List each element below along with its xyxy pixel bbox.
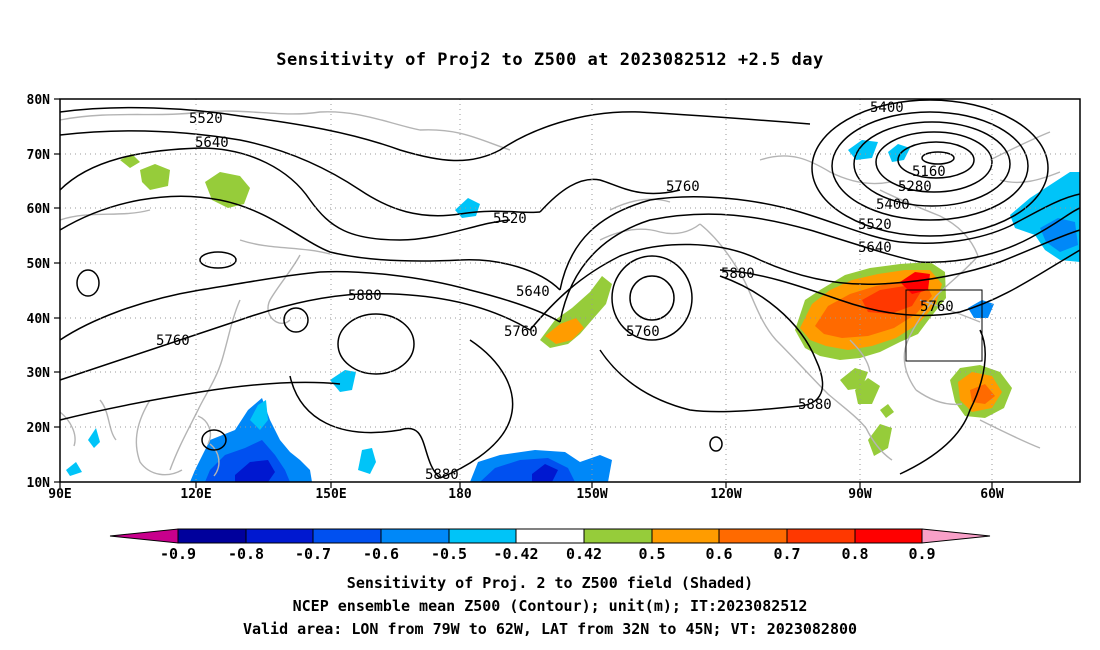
negative-patch bbox=[455, 198, 480, 218]
caption-line-2: NCEP ensemble mean Z500 (Contour); unit(… bbox=[292, 597, 808, 615]
colorbar-labels: -0.9 -0.8 -0.7 -0.6 -0.5 -0.42 0.42 0.5 … bbox=[160, 545, 936, 563]
contour-label: 5760 bbox=[156, 333, 190, 349]
caption-line-3: Valid area: LON from 79W to 62W, LAT fro… bbox=[242, 620, 858, 638]
positive-patch bbox=[205, 172, 250, 208]
contour-label: 5880 bbox=[798, 397, 832, 413]
lat-label: 80N bbox=[27, 93, 51, 108]
contour-label: 5400 bbox=[876, 197, 910, 213]
colorbar-bin bbox=[312, 528, 382, 544]
colorbar-bin bbox=[245, 528, 314, 544]
colorbar-label: -0.8 bbox=[228, 545, 264, 563]
lat-label: 70N bbox=[27, 148, 51, 163]
colorbar-bin bbox=[515, 528, 585, 544]
colorbar-under-triangle bbox=[109, 528, 179, 544]
contour-label: 5640 bbox=[195, 135, 229, 151]
colorbar-bin bbox=[854, 528, 923, 544]
contour-label: 5760 bbox=[666, 179, 700, 195]
negative-patch bbox=[888, 144, 910, 162]
colorbar-label: -0.42 bbox=[493, 545, 538, 563]
negative-patch bbox=[358, 448, 376, 474]
negative-patch bbox=[848, 140, 878, 160]
colorbar-bin bbox=[380, 528, 450, 544]
sensitivity-shading bbox=[66, 140, 1080, 482]
lat-label: 10N bbox=[27, 476, 51, 491]
colorbar-label: 0.8 bbox=[841, 545, 868, 563]
colorbar-bin bbox=[448, 528, 517, 544]
negative-patch bbox=[88, 428, 100, 448]
colorbar-bin bbox=[718, 528, 788, 544]
colorbar-label: 0.42 bbox=[566, 545, 602, 563]
coastlines bbox=[59, 110, 1061, 477]
lon-label: 90W bbox=[848, 487, 872, 502]
lon-label: 60W bbox=[980, 487, 1004, 502]
positive-patch bbox=[855, 378, 880, 404]
contour-label: 5520 bbox=[189, 111, 223, 127]
contour-label: 5520 bbox=[493, 211, 527, 227]
negative-patch bbox=[532, 464, 558, 482]
lat-label: 40N bbox=[27, 312, 51, 327]
negative-patch bbox=[968, 300, 994, 318]
colorbar-label: 0.7 bbox=[773, 545, 800, 563]
contour-label: 5280 bbox=[898, 179, 932, 195]
contour-label: 5640 bbox=[858, 240, 892, 256]
contour-label: 5520 bbox=[858, 217, 892, 233]
negative-patch bbox=[235, 460, 275, 482]
colorbar-label: -0.5 bbox=[431, 545, 467, 563]
positive-patch bbox=[880, 404, 894, 418]
contour-label: 5640 bbox=[516, 284, 550, 300]
contour-label: 5160 bbox=[912, 164, 946, 180]
latitude-labels: 80N 70N 60N 50N 40N 30N 20N 10N bbox=[27, 93, 51, 491]
z500-contours bbox=[59, 99, 1081, 479]
lon-label: 150E bbox=[315, 487, 346, 502]
map-title: Sensitivity of Proj2 to Z500 at 20230825… bbox=[276, 50, 824, 70]
colorbar-over-triangle bbox=[921, 528, 991, 544]
colorbar-bin bbox=[651, 528, 720, 544]
colorbar-label: 0.6 bbox=[705, 545, 732, 563]
lat-label: 50N bbox=[27, 257, 51, 272]
contour-label: 5760 bbox=[920, 299, 954, 315]
caption-line-1: Sensitivity of Proj. 2 to Z500 field (Sh… bbox=[346, 574, 754, 592]
positive-patch bbox=[545, 318, 584, 344]
axis-ticks bbox=[54, 98, 993, 488]
colorbar-label: 0.5 bbox=[638, 545, 665, 563]
contour-label: 5880 bbox=[721, 266, 755, 282]
colorbar-bin bbox=[583, 528, 653, 544]
contour-labels: 5520 5640 5400 5160 5280 5400 5520 5640 … bbox=[156, 100, 954, 483]
positive-patch bbox=[900, 272, 930, 294]
colorbar-label: -0.9 bbox=[160, 545, 196, 563]
contour-label: 5880 bbox=[348, 288, 382, 304]
colorbar-label: 0.9 bbox=[908, 545, 935, 563]
colorbar-label: -0.7 bbox=[295, 545, 331, 563]
negative-patch bbox=[66, 462, 82, 476]
contour-label: 5400 bbox=[870, 100, 904, 116]
negative-patch bbox=[250, 400, 268, 430]
map-frame bbox=[59, 98, 1081, 483]
longitude-labels: 90E 120E 150E 180 150W 120W 90W 60W bbox=[48, 487, 1004, 502]
lon-label: 120W bbox=[710, 487, 741, 502]
positive-patch bbox=[140, 164, 170, 190]
lat-label: 60N bbox=[27, 202, 51, 217]
colorbar-label: -0.6 bbox=[363, 545, 399, 563]
contour-label: 5760 bbox=[626, 324, 660, 340]
valid-area-box bbox=[905, 289, 983, 362]
contour-label: 5760 bbox=[504, 324, 538, 340]
positive-patch bbox=[862, 286, 922, 314]
colorbar bbox=[109, 528, 991, 544]
negative-patch bbox=[330, 370, 356, 392]
lat-label: 30N bbox=[27, 366, 51, 381]
positive-patch bbox=[868, 424, 892, 456]
lon-label: 90E bbox=[48, 487, 71, 502]
positive-patch bbox=[970, 384, 995, 404]
lon-label: 150W bbox=[576, 487, 607, 502]
colorbar-bin bbox=[177, 528, 247, 544]
colorbar-bin bbox=[786, 528, 856, 544]
lat-label: 20N bbox=[27, 421, 51, 436]
lon-label: 180 bbox=[448, 487, 472, 502]
lon-label: 120E bbox=[180, 487, 211, 502]
contour-label: 5880 bbox=[425, 467, 459, 483]
gridlines bbox=[60, 99, 1080, 482]
